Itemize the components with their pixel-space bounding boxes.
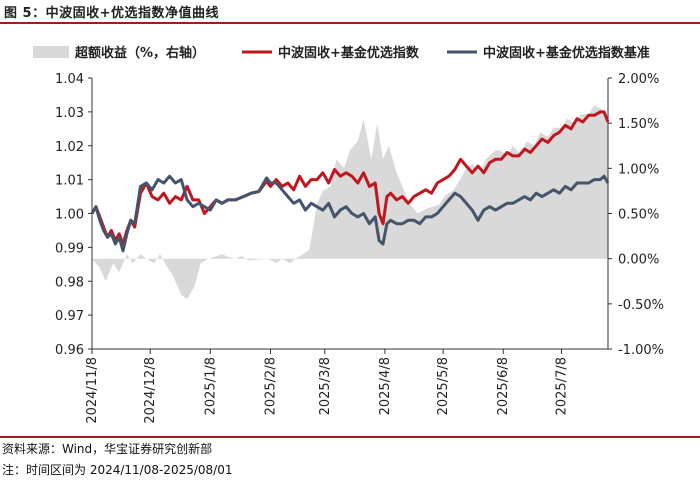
legend: 超额收益（%，右轴） 中波固收+基金优选指数 中波固收+基金优选指数基准 — [33, 45, 650, 61]
y-right-tick-label: 0.00% — [618, 253, 659, 268]
excess-return-area-layer — [92, 105, 608, 300]
y-left-tick-label: 1.00 — [55, 208, 84, 223]
x-tick-label: 2025/2/8 — [263, 357, 278, 415]
index-line — [90, 110, 610, 246]
y-right-tick-label: 2.00% — [618, 72, 659, 87]
y-right-tick-label: 1.50% — [618, 117, 659, 132]
y-left-tick-label: 1.04 — [55, 72, 84, 87]
y-left-tick-label: 1.01 — [55, 174, 84, 189]
legend-label: 中波固收+基金优选指数 — [278, 45, 420, 61]
legend-swatch-excess — [33, 46, 69, 58]
x-tick-label: 2024/11/8 — [85, 357, 100, 424]
x-tick-label: 2025/3/8 — [318, 357, 333, 415]
y-right-tick-label: -0.50% — [618, 298, 664, 313]
x-tick-label: 2025/1/8 — [203, 357, 218, 415]
y-left-tick-label: 0.98 — [55, 275, 84, 290]
y-right-tick-label: 1.00% — [618, 162, 659, 177]
x-tick-label: 2025/4/8 — [378, 357, 393, 415]
y-left-tick-label: 0.97 — [55, 309, 84, 324]
legend-label: 中波固收+基金优选指数基准 — [483, 45, 650, 61]
footer-rule — [0, 436, 700, 438]
date-range-note: 注：时间区间为 2024/11/08-2025/08/01 — [2, 463, 233, 477]
tick-labels-layer: 0.96 0.97 0.98 0.99 1.00 1.01 1.02 1.03 1.04 -1.0… — [55, 72, 664, 424]
x-tick-label: 2025/5/8 — [436, 357, 451, 415]
y-right-tick-label: 0.50% — [618, 208, 659, 223]
y-right-tick-label: -1.00% — [618, 343, 664, 358]
y-left-tick-label: 0.99 — [55, 241, 84, 256]
source-note: 资料来源：Wind，华宝证券研究创新部 — [2, 442, 213, 456]
y-left-tick-label: 1.03 — [55, 106, 84, 121]
x-tick-label: 2025/6/8 — [496, 357, 511, 415]
title-rule — [0, 22, 700, 24]
x-tick-label: 2024/12/8 — [143, 357, 158, 424]
figure-title: 图 5：中波固收+优选指数净值曲线 — [4, 6, 219, 21]
legend-label: 超额收益（%，右轴） — [75, 45, 205, 61]
x-tick-label: 2025/7/8 — [554, 357, 569, 415]
benchmark-line — [90, 174, 610, 253]
y-left-tick-label: 1.02 — [55, 140, 84, 155]
series-lines-layer — [90, 110, 610, 253]
y-left-tick-label: 0.96 — [55, 343, 84, 358]
excess-return-area — [92, 105, 608, 300]
